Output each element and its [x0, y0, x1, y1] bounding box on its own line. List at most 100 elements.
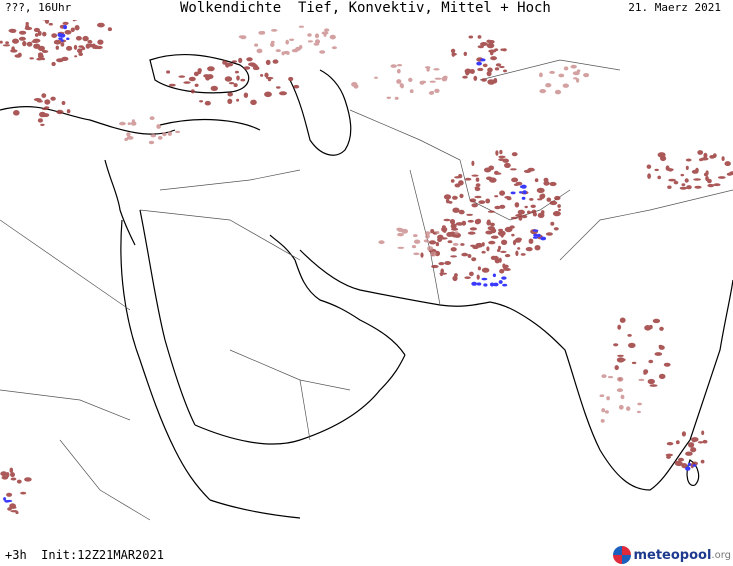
location-time-label: ???, 16Uhr: [5, 1, 72, 14]
cloud-speck: [471, 257, 477, 262]
cloud-speck: [458, 180, 464, 186]
cloud-speck: [319, 50, 326, 54]
cloud-speck: [194, 83, 199, 87]
borders: [0, 59, 733, 521]
cloud-speck: [497, 230, 506, 236]
cloud-speck: [433, 68, 440, 71]
cloud-speck: [530, 210, 537, 214]
cloud-speck: [72, 20, 76, 22]
map-canvas: [0, 20, 733, 521]
cloud-speck: [657, 152, 666, 158]
cloud-speck: [509, 225, 515, 229]
cloud-speck: [452, 242, 459, 246]
cloud-speck: [617, 324, 622, 330]
cloud-speck: [10, 510, 18, 513]
cloud-speck: [285, 39, 290, 45]
cloud-speck: [493, 282, 499, 287]
cloud-speck: [238, 35, 246, 39]
cloud-speck: [480, 58, 486, 62]
cloud-speck: [514, 202, 520, 208]
cloud-speck: [78, 52, 83, 57]
cloud-speck: [450, 48, 456, 53]
cloud-speck: [396, 68, 401, 74]
cloud-speck: [420, 252, 424, 258]
cloud-speck: [265, 59, 271, 65]
cloud-speck: [616, 388, 624, 393]
cloud-speck: [64, 30, 72, 35]
logo-icon: [613, 546, 632, 564]
cloud-speck: [617, 354, 624, 357]
cloud-speck: [276, 86, 281, 89]
cloud-speck: [56, 109, 64, 115]
cloud-speck: [627, 334, 632, 337]
cloud-speck: [243, 66, 251, 70]
cloud-speck: [654, 168, 659, 172]
cloud-speck: [400, 84, 404, 89]
cloud-speck: [681, 431, 687, 437]
cloud-speck: [429, 80, 436, 83]
cloud-speck: [726, 172, 733, 176]
cloud-speck: [618, 404, 624, 410]
cloud-speck: [501, 276, 507, 280]
cloud-speck: [692, 464, 697, 467]
cloud-speck: [307, 40, 313, 43]
cloud-speck: [520, 184, 527, 189]
cloud-speck: [167, 131, 172, 136]
cloud-speck: [663, 362, 671, 367]
cloud-speck: [521, 196, 526, 200]
cloud-speck: [471, 281, 478, 286]
cloud-speck: [9, 503, 16, 509]
cloud-speck: [12, 110, 20, 116]
cloud-speck: [19, 30, 27, 35]
cloud-speck: [545, 83, 552, 88]
cloud-speck: [496, 249, 501, 252]
cloud-speck: [691, 437, 699, 442]
cloud-speck: [37, 30, 42, 36]
cloud-speck: [227, 92, 233, 97]
cloud-speck: [685, 158, 692, 162]
cloud-speck: [554, 195, 561, 201]
cloud-speck: [543, 177, 549, 182]
cloud-speck: [703, 172, 709, 177]
cloud-speck: [63, 25, 67, 30]
cloud-speck: [572, 71, 580, 76]
cloud-speck: [517, 209, 525, 215]
cloud-speck: [648, 359, 654, 364]
cloud-speck: [685, 451, 693, 456]
cloud-speck: [520, 253, 526, 256]
cloud-speck: [130, 121, 137, 126]
cloud-speck: [500, 250, 507, 253]
cloud-speck: [488, 165, 495, 171]
cloud-speck: [51, 33, 58, 38]
cloud-speck: [329, 34, 336, 40]
cloud-speck: [255, 67, 260, 70]
cloud-speck: [540, 90, 547, 93]
cloud-speck: [450, 223, 457, 229]
cloud-speck: [546, 197, 552, 202]
cloud-speck: [464, 276, 471, 280]
cloud-speck: [423, 239, 430, 243]
cloud-speck: [3, 497, 7, 501]
cloud-speck: [20, 491, 27, 495]
meteopool-logo[interactable]: meteopool .org: [613, 546, 731, 564]
cloud-speck: [481, 242, 485, 247]
cloud-speck: [250, 99, 257, 106]
cloud-speck: [55, 45, 59, 50]
cloud-speck: [279, 91, 287, 96]
cloud-speck: [477, 266, 481, 271]
cloud-speck: [494, 67, 500, 71]
cloud-speck: [425, 234, 430, 239]
cloud-speck: [462, 75, 468, 79]
cloud-speck: [545, 232, 553, 236]
cloud-speck: [298, 25, 304, 28]
cloud-speck: [434, 88, 440, 93]
cloud-speck: [224, 76, 233, 82]
cloud-speck: [487, 79, 496, 85]
cloud-speck: [41, 93, 47, 98]
cloud-speck: [39, 111, 46, 118]
cloud-speck: [97, 39, 104, 45]
cloud-speck: [686, 185, 692, 190]
cloud-speck: [413, 234, 418, 238]
cloud-speck: [386, 96, 391, 100]
cloud-speck: [286, 52, 290, 55]
